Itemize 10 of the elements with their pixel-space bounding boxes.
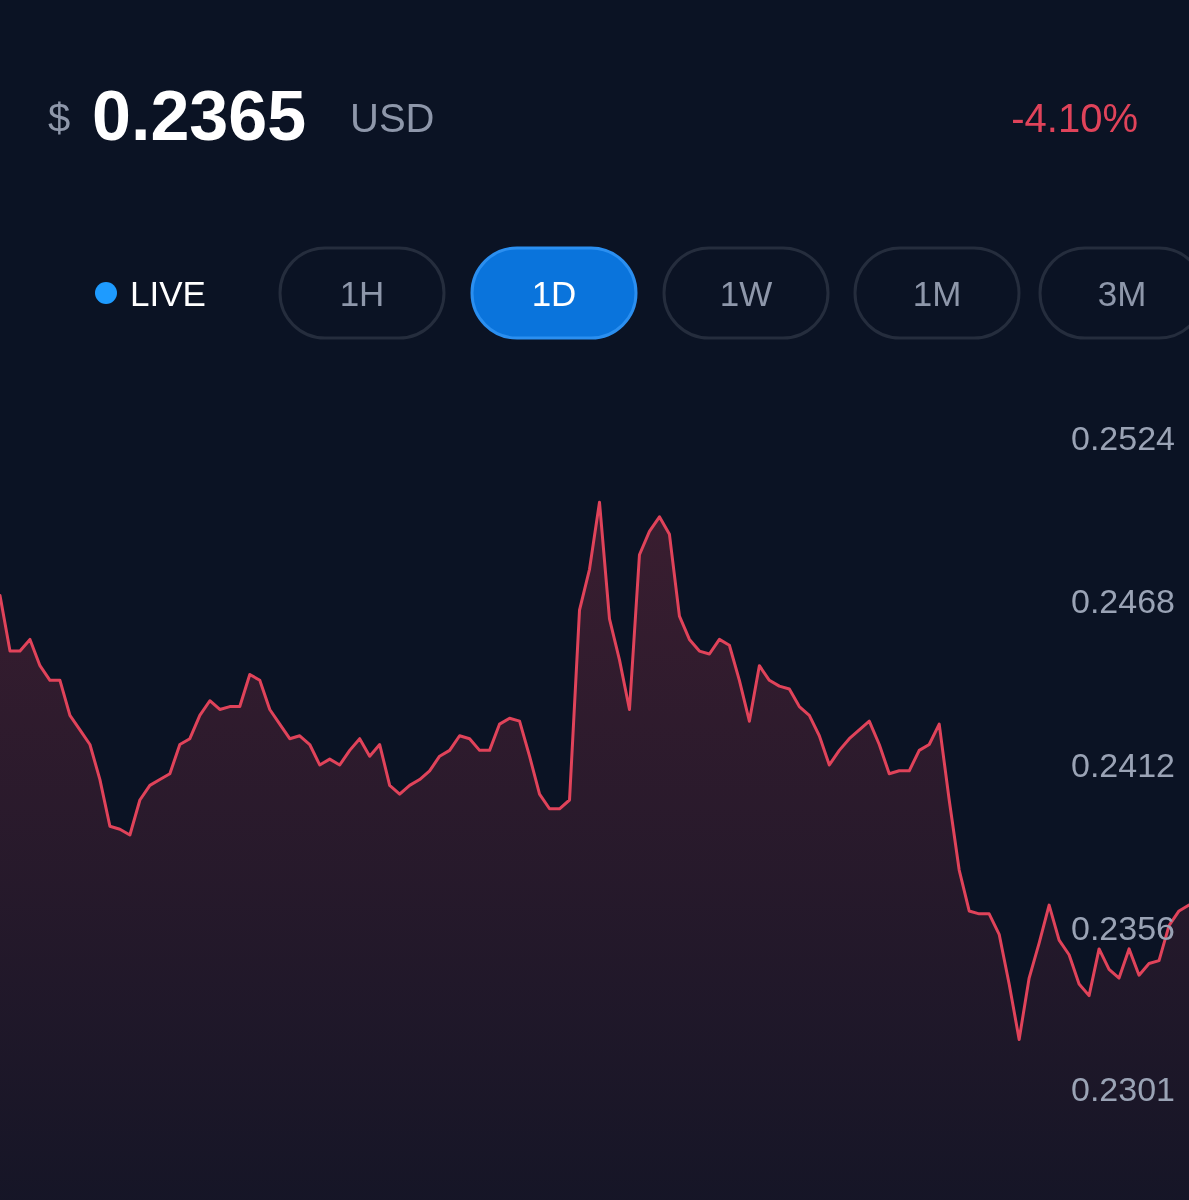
text: -4.10% (1011, 96, 1138, 140)
y-tick-label: 0.2301 (1071, 1069, 1175, 1108)
chart-title: 0.2365 (92, 77, 307, 155)
y-tick-label: 0.2468 (1071, 582, 1175, 621)
y-tick-label: 0.2412 (1071, 745, 1175, 784)
time-range-selector: 1H 1D 1W 1M 3M (278, 246, 1189, 340)
text: LIVE (130, 274, 206, 313)
text: USD (350, 96, 435, 140)
text: $ (48, 96, 71, 140)
y-tick-label: 0.2524 (1071, 418, 1175, 457)
